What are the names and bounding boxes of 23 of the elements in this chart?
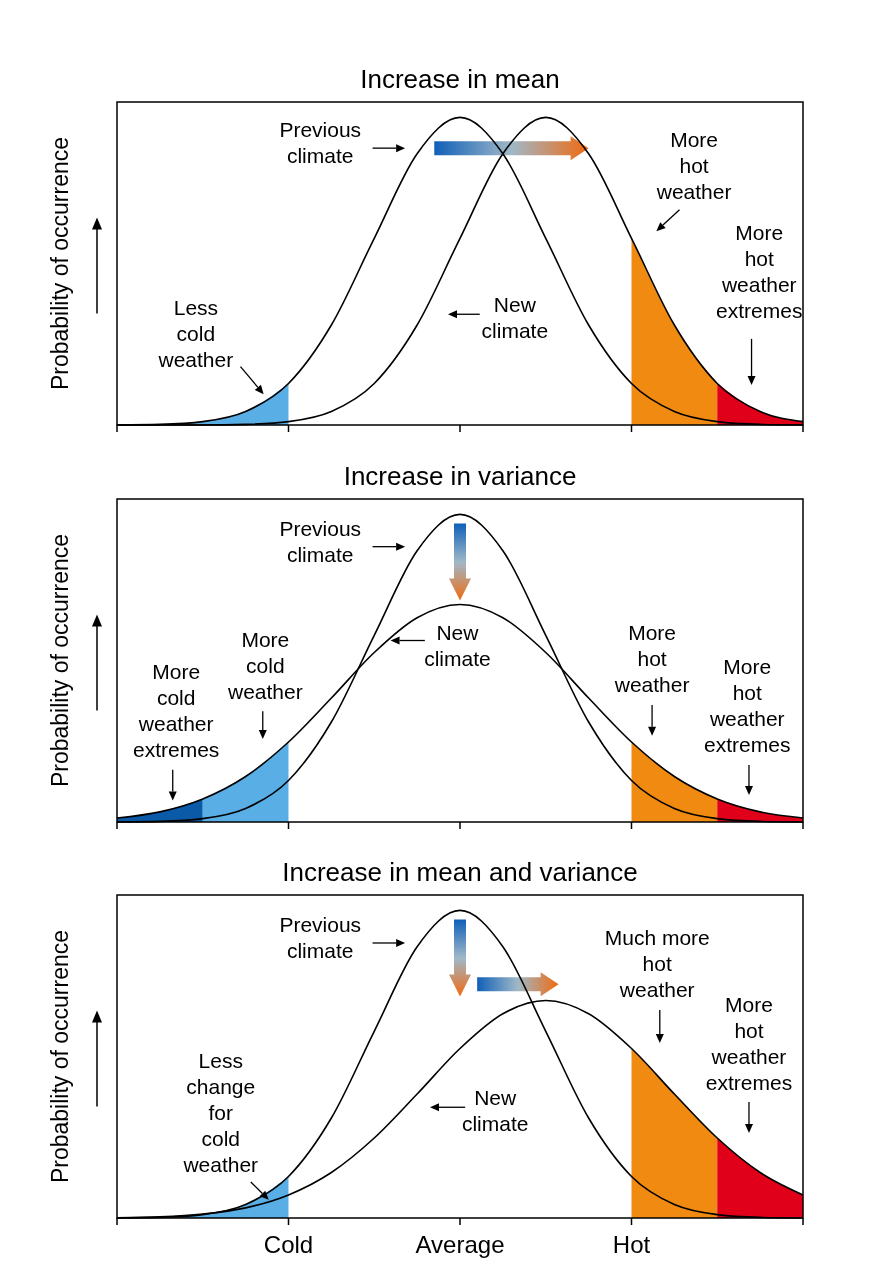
annotation: Previous climate [279, 516, 362, 566]
annotation: More cold weather extremes [132, 660, 220, 762]
y-axis-title: Probability of occurrence [47, 533, 73, 788]
y-axis-title: Probability of occurrence [47, 929, 73, 1184]
annotation: Less cold weather [157, 295, 234, 371]
annotation: More hot weather extremes [716, 221, 803, 323]
annotation: New climate [424, 621, 491, 671]
annotation: Less change for cold weather [182, 1048, 259, 1176]
y-axis-title: Probability of occurrence [47, 136, 73, 391]
x-tick-label: Cold [263, 1231, 314, 1258]
annotation: New climate [481, 293, 549, 343]
x-tick-label: Hot [612, 1231, 651, 1258]
x-tick-label: Average [415, 1231, 505, 1258]
annotation: More hot weather [613, 621, 690, 697]
chart-title: Increase in mean and variance [282, 857, 638, 887]
annotation: More hot weather extremes [704, 655, 791, 757]
annotation: More hot weather [655, 128, 732, 204]
annotation: More cold weather [226, 628, 303, 704]
chart-title: Increase in mean [360, 64, 560, 94]
annotation: New climate [461, 1086, 529, 1136]
annotation: Previous climate [279, 912, 362, 962]
annotation: Previous climate [279, 117, 362, 167]
chart-title: Increase in variance [343, 461, 577, 491]
